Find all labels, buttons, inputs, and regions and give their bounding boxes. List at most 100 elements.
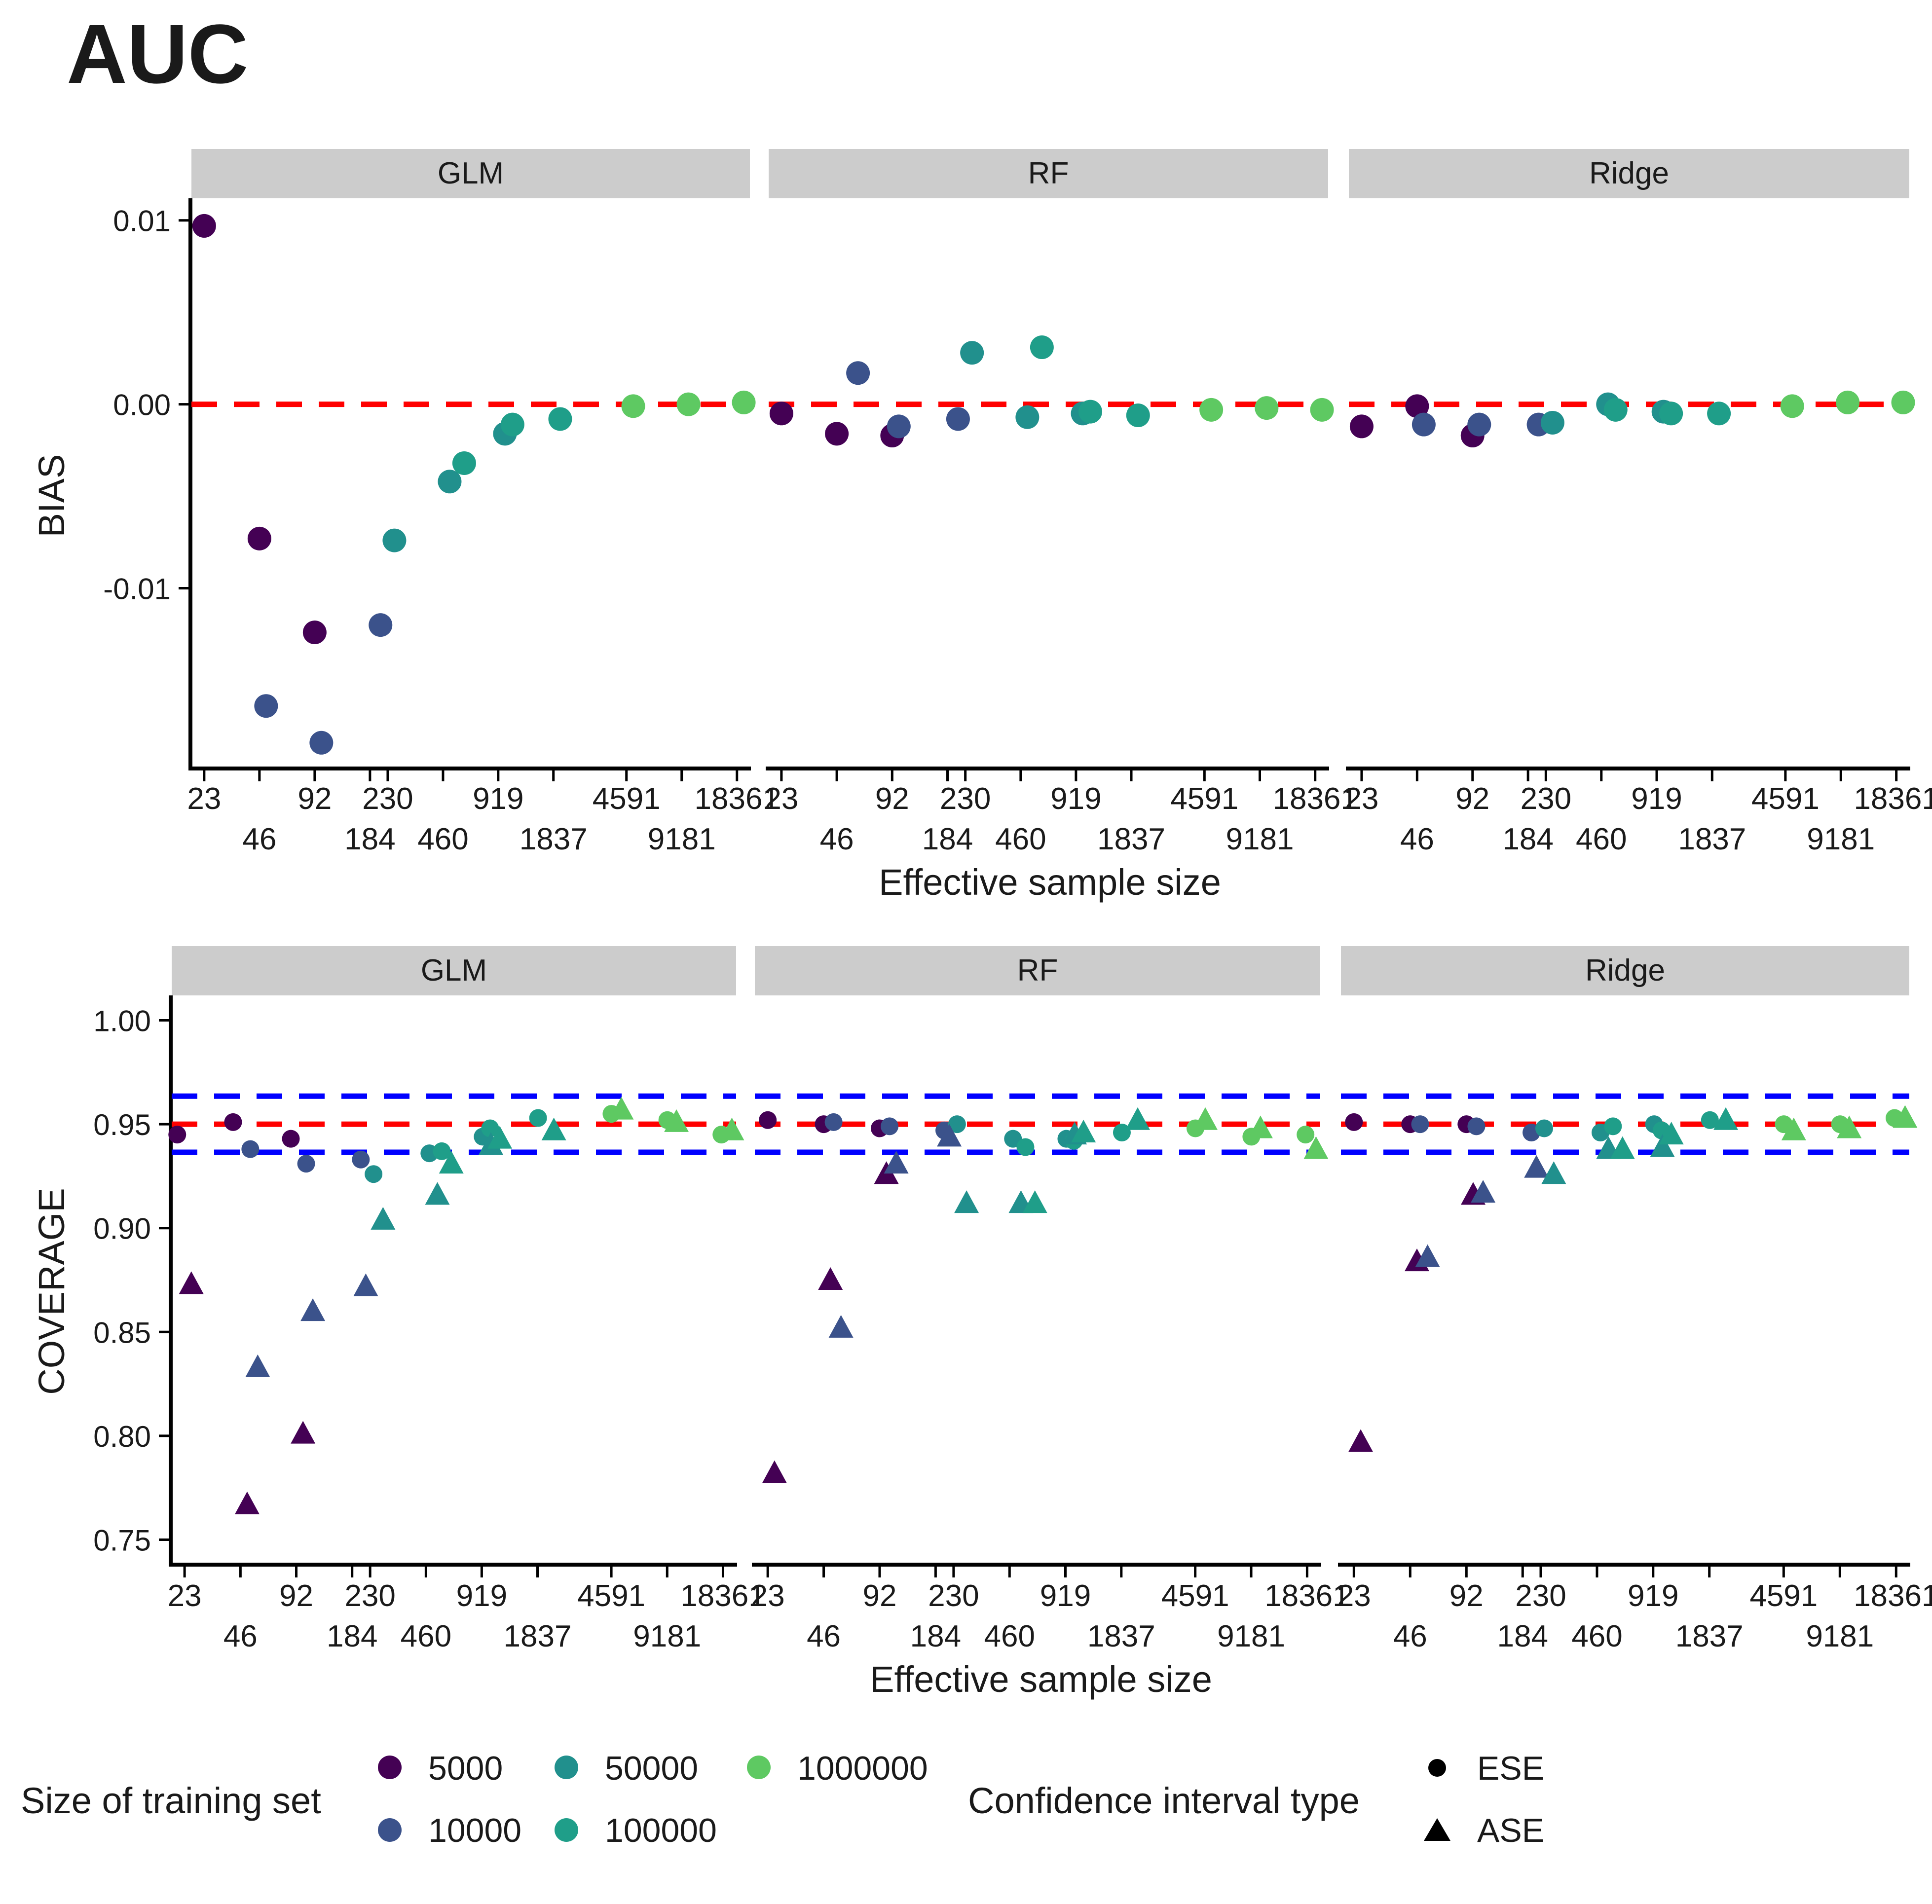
x-tick-label: 23	[1344, 782, 1378, 816]
y-tick-label: 0.85	[93, 1316, 151, 1349]
point-ase-5000	[234, 1491, 260, 1514]
x-tick-label: 230	[928, 1579, 979, 1613]
y-tick-label: 0.75	[93, 1524, 151, 1557]
x-tick-label: 184	[327, 1619, 377, 1653]
legend-entry-ese: ESE	[1428, 1750, 1544, 1787]
x-tick-label: 919	[473, 782, 523, 816]
legend-entry-ase: ASE	[1424, 1812, 1544, 1849]
point-ese-10000	[241, 1140, 260, 1158]
y-tick-label: 1.00	[93, 1005, 151, 1038]
point-ese-10000	[846, 361, 870, 385]
x-tick-label: 92	[297, 782, 332, 816]
point-ase-10000	[828, 1315, 854, 1338]
legend-entry-100000: 100000	[555, 1812, 717, 1849]
x-tick-label: 184	[910, 1619, 961, 1653]
point-ese-5000	[168, 1126, 186, 1144]
point-ese-10000	[881, 1117, 899, 1135]
x-tick-label: 23	[751, 1579, 785, 1613]
point-ese-1000000	[1297, 1126, 1315, 1144]
legend-entry-1000000: 1000000	[747, 1750, 928, 1787]
x-tick-label: 18361	[1854, 1579, 1932, 1613]
point-ase-1000000	[719, 1117, 744, 1140]
x-tick-label: 18361	[1264, 1579, 1349, 1613]
point-ese-1000000	[621, 394, 645, 418]
point-ese-1000000	[1780, 394, 1804, 418]
x-tick-label: 23	[764, 782, 798, 816]
point-ese-1000000	[1199, 398, 1224, 422]
x-tick-label: 919	[1628, 1579, 1678, 1613]
point-ase-5000	[818, 1267, 843, 1290]
figure-title: AUC	[67, 7, 248, 101]
point-ase-10000	[937, 1124, 962, 1147]
y-tick-label: 0.95	[93, 1108, 151, 1141]
point-ese-100000	[1113, 1123, 1131, 1141]
point-ase-10000	[884, 1151, 909, 1174]
point-ese-50000	[365, 1165, 383, 1183]
facet-strip-label: GLM	[438, 156, 504, 190]
point-ase-1000000	[1248, 1115, 1273, 1138]
point-ase-50000	[371, 1207, 396, 1230]
point-ese-5000	[769, 402, 793, 426]
x-tick-label: 92	[875, 782, 909, 816]
x-tick-label: 46	[242, 822, 276, 856]
x-tick-label: 919	[1631, 782, 1682, 816]
point-ase-1000000	[1837, 1115, 1862, 1138]
point-ese-1000000	[1255, 396, 1279, 420]
point-ese-100000	[529, 1109, 547, 1127]
point-ase-10000	[1524, 1155, 1549, 1178]
legend-entry-50000: 50000	[555, 1750, 698, 1787]
point-ese-10000	[1411, 1115, 1429, 1134]
point-ese-10000	[369, 613, 393, 637]
point-ese-100000	[1603, 398, 1628, 422]
point-ase-1000000	[1303, 1136, 1329, 1159]
legend-entry-10000: 10000	[378, 1812, 521, 1849]
point-ese-5000	[302, 621, 327, 645]
point-ese-50000	[1004, 1130, 1022, 1148]
x-tick-label: 1837	[1087, 1619, 1155, 1653]
x-tick-label: 919	[1050, 782, 1101, 816]
point-ase-10000	[353, 1273, 378, 1296]
point-ase-100000	[1125, 1107, 1150, 1130]
x-tick-label: 4591	[593, 782, 661, 816]
legend-key-1000000	[747, 1756, 771, 1779]
facet-strip-label: Ridge	[1585, 953, 1665, 988]
y-tick-label: 0.00	[113, 389, 171, 422]
y-tick-label: 0.01	[113, 205, 171, 238]
point-ese-50000	[382, 528, 407, 552]
point-ese-1000000	[1310, 398, 1334, 422]
point-ese-10000	[887, 414, 911, 439]
x-tick-label: 23	[168, 1579, 202, 1613]
facet-strip-label: GLM	[421, 953, 487, 988]
x-tick-label: 184	[1497, 1619, 1548, 1653]
x-tick-label: 460	[995, 822, 1046, 856]
x-tick-label: 460	[1571, 1619, 1622, 1653]
facet-strip-label: Ridge	[1589, 156, 1669, 190]
point-ese-10000	[254, 694, 278, 718]
point-ese-50000	[948, 1115, 966, 1134]
point-ese-5000	[825, 422, 849, 446]
point-ese-100000	[433, 1142, 451, 1160]
x-tick-label: 92	[279, 1579, 313, 1613]
point-ase-100000	[541, 1117, 566, 1140]
x-tick-label: 1837	[1675, 1619, 1744, 1653]
point-ese-100000	[481, 1119, 499, 1137]
facet-strip	[1349, 149, 1909, 198]
x-tick-label: 92	[1455, 782, 1489, 816]
point-ese-100000	[1701, 1111, 1719, 1129]
y-axis-title: BIAS	[31, 454, 72, 538]
x-tick-label: 460	[417, 822, 468, 856]
point-ase-100000	[1713, 1107, 1739, 1130]
x-tick-label: 18361	[1854, 782, 1932, 816]
point-ese-100000	[548, 407, 572, 431]
x-tick-label: 919	[456, 1579, 507, 1613]
point-ese-1000000	[1891, 390, 1915, 414]
point-ese-10000	[946, 407, 970, 431]
facet-strip	[172, 946, 736, 995]
x-tick-label: 46	[1393, 1619, 1427, 1653]
legend-ci-title: Confidence interval type	[968, 1780, 1360, 1821]
